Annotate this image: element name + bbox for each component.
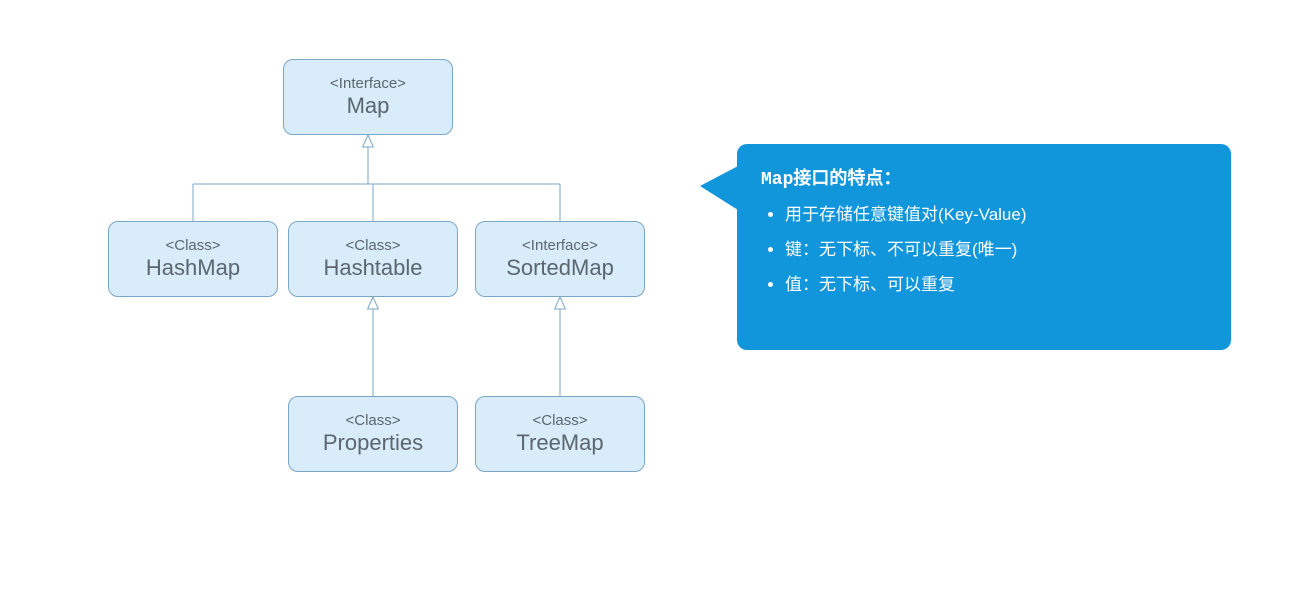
callout-item: 用于存储任意键值对(Key-Value) [785, 200, 1207, 225]
callout-title: Map接口的特点： [761, 164, 1207, 190]
node-sortedmap-stereo: <Interface> [522, 237, 598, 255]
callout-box: Map接口的特点： 用于存储任意键值对(Key-Value) 键：无下标、不可以… [737, 144, 1231, 350]
node-hashtable-stereo: <Class> [345, 237, 400, 255]
node-sortedmap: <Interface> SortedMap [475, 221, 645, 297]
callout-item: 值：无下标、可以重复 [785, 270, 1207, 295]
node-hashmap-stereo: <Class> [165, 237, 220, 255]
node-properties-name: Properties [323, 430, 423, 456]
node-sortedmap-name: SortedMap [506, 255, 614, 281]
node-hashmap-name: HashMap [146, 255, 240, 281]
node-map-stereo: <Interface> [330, 75, 406, 93]
node-map-name: Map [347, 93, 390, 119]
node-treemap-stereo: <Class> [532, 412, 587, 430]
node-map: <Interface> Map [283, 59, 453, 135]
node-treemap-name: TreeMap [516, 430, 603, 456]
callout-list: 用于存储任意键值对(Key-Value) 键：无下标、不可以重复(唯一) 值：无… [761, 200, 1207, 295]
node-hashtable-name: Hashtable [323, 255, 422, 281]
node-properties: <Class> Properties [288, 396, 458, 472]
node-hashmap: <Class> HashMap [108, 221, 278, 297]
callout-item: 键：无下标、不可以重复(唯一) [785, 235, 1207, 260]
node-properties-stereo: <Class> [345, 412, 400, 430]
node-hashtable: <Class> Hashtable [288, 221, 458, 297]
node-treemap: <Class> TreeMap [475, 396, 645, 472]
